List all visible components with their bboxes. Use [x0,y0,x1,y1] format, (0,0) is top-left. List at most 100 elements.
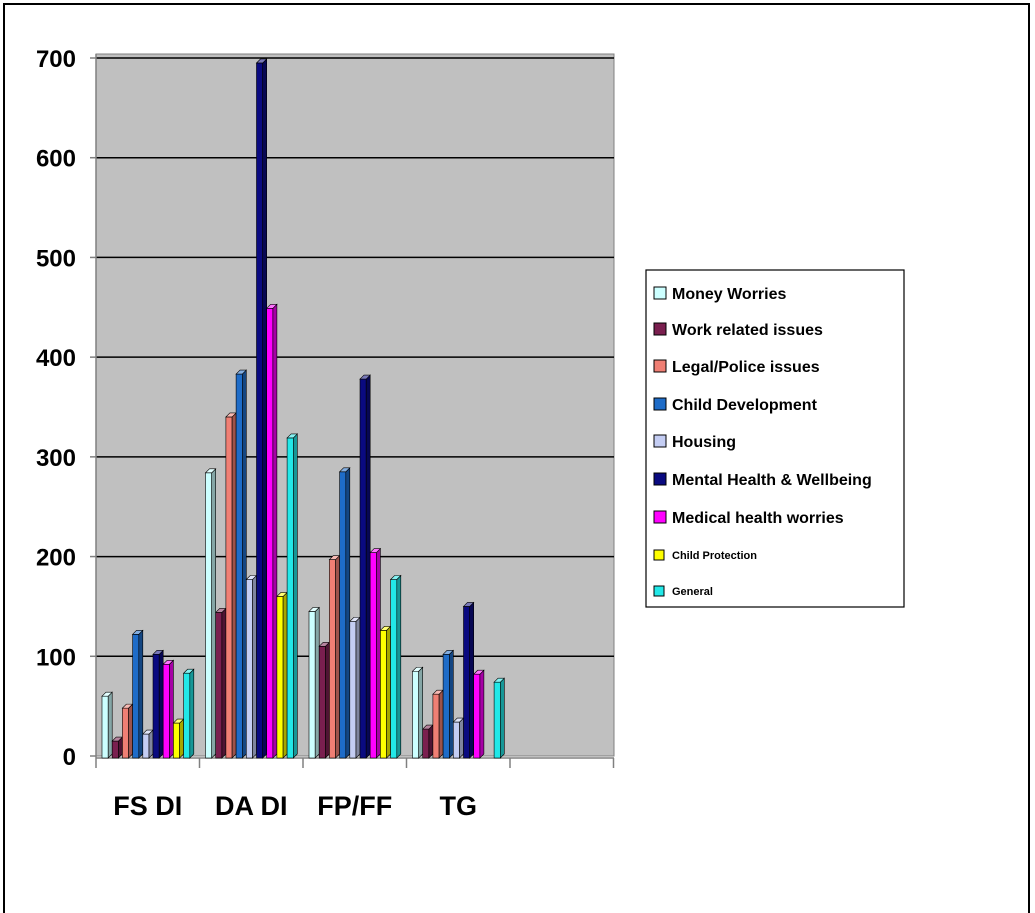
legend-swatch [653,585,665,597]
bar-side [418,666,424,759]
x-category-label: FP/FF [317,791,392,821]
bar-front [369,552,377,759]
bar [432,689,444,759]
legend-label: Legal/Police issues [672,359,820,376]
y-tick-label: 400 [36,345,76,372]
bar-front [463,606,470,759]
y-tick-label: 100 [36,644,76,671]
bar-side [469,601,475,759]
bar-front [215,612,223,759]
bar [101,691,113,759]
bar [318,641,331,759]
bar-side [345,467,351,759]
y-tick-label: 300 [36,445,76,472]
bar [111,736,124,759]
bar [389,574,402,759]
bar [245,574,258,759]
bar [452,717,465,759]
bar-side [282,591,288,759]
bar-side [262,58,268,759]
bar-side [428,724,434,759]
bar-top [162,659,175,665]
legend-swatch [653,286,667,300]
legend-label: Medical health worries [672,510,844,527]
bar-front [452,721,460,759]
bar-top [472,669,485,675]
bar-front [473,673,481,759]
bar-front [162,663,170,759]
legend-swatch [653,359,667,373]
y-tick-label: 700 [36,46,76,73]
bar-front [308,611,316,759]
bar-front [225,416,233,759]
bar [152,649,164,759]
bar-side [448,649,454,759]
bar-front [111,740,119,759]
bar-side [272,303,278,759]
bar-front [412,670,419,759]
bar-side [438,689,444,759]
bar-front [183,672,191,759]
bar [472,669,485,759]
bar [379,625,392,759]
bar-front [349,621,357,759]
bar-side [479,669,485,759]
bar [214,607,227,759]
bar-top [182,668,195,674]
bar-side [158,649,164,759]
bar-front [132,634,140,759]
bar-front [286,437,294,759]
bar-front [339,471,347,759]
bar [142,729,154,759]
bar-side [292,433,298,759]
legend-label: Housing [672,434,736,451]
bar [493,677,506,759]
bar-top [286,433,299,439]
legend-swatch [653,549,665,561]
bar-side [396,574,402,759]
bar-side [242,369,247,759]
legend-label: Child Protection [672,550,757,562]
legend: Money Worries Work related issues Legal/Po… [645,269,905,608]
bar-front [390,579,398,759]
bar [131,629,144,759]
bar-top [442,649,455,655]
bar [421,724,434,759]
bar [265,303,278,759]
bar-top [462,602,475,607]
bar [235,369,248,759]
bar-side [128,703,133,759]
legend-label: Mental Health & Wellbeing [672,472,872,489]
bar-top [411,666,424,672]
bar-side [325,641,330,759]
bar-side [335,554,340,759]
bar-front [142,733,150,759]
bar-front [101,695,109,759]
bar-front [152,653,160,759]
bar-top [131,630,144,635]
bar-top [359,374,371,380]
legend-box [645,269,905,608]
bar [286,433,299,759]
bar-front [256,62,263,759]
bar-side [365,374,371,759]
bar-front [246,579,253,759]
plot-area-group: 0 100 200 300 400 500 600 700 FS DI DA DI FP/FF TG [36,46,615,821]
bar-front [442,653,450,759]
legend-label: Work related issues [672,322,823,339]
bar-front [173,722,180,759]
legend-swatch [653,510,667,524]
bar-front [235,373,243,759]
legend-swatch [653,472,667,486]
bar-front [318,646,326,759]
bar-front [266,307,274,759]
bar [328,554,341,759]
x-category-label: TG [440,791,478,821]
legend-label: Child Development [672,397,818,414]
bar-side [459,717,464,759]
bar-side [355,616,361,759]
bar-side [189,668,195,759]
bar-side [169,659,174,759]
bar [411,666,424,759]
bar-side [231,412,237,759]
